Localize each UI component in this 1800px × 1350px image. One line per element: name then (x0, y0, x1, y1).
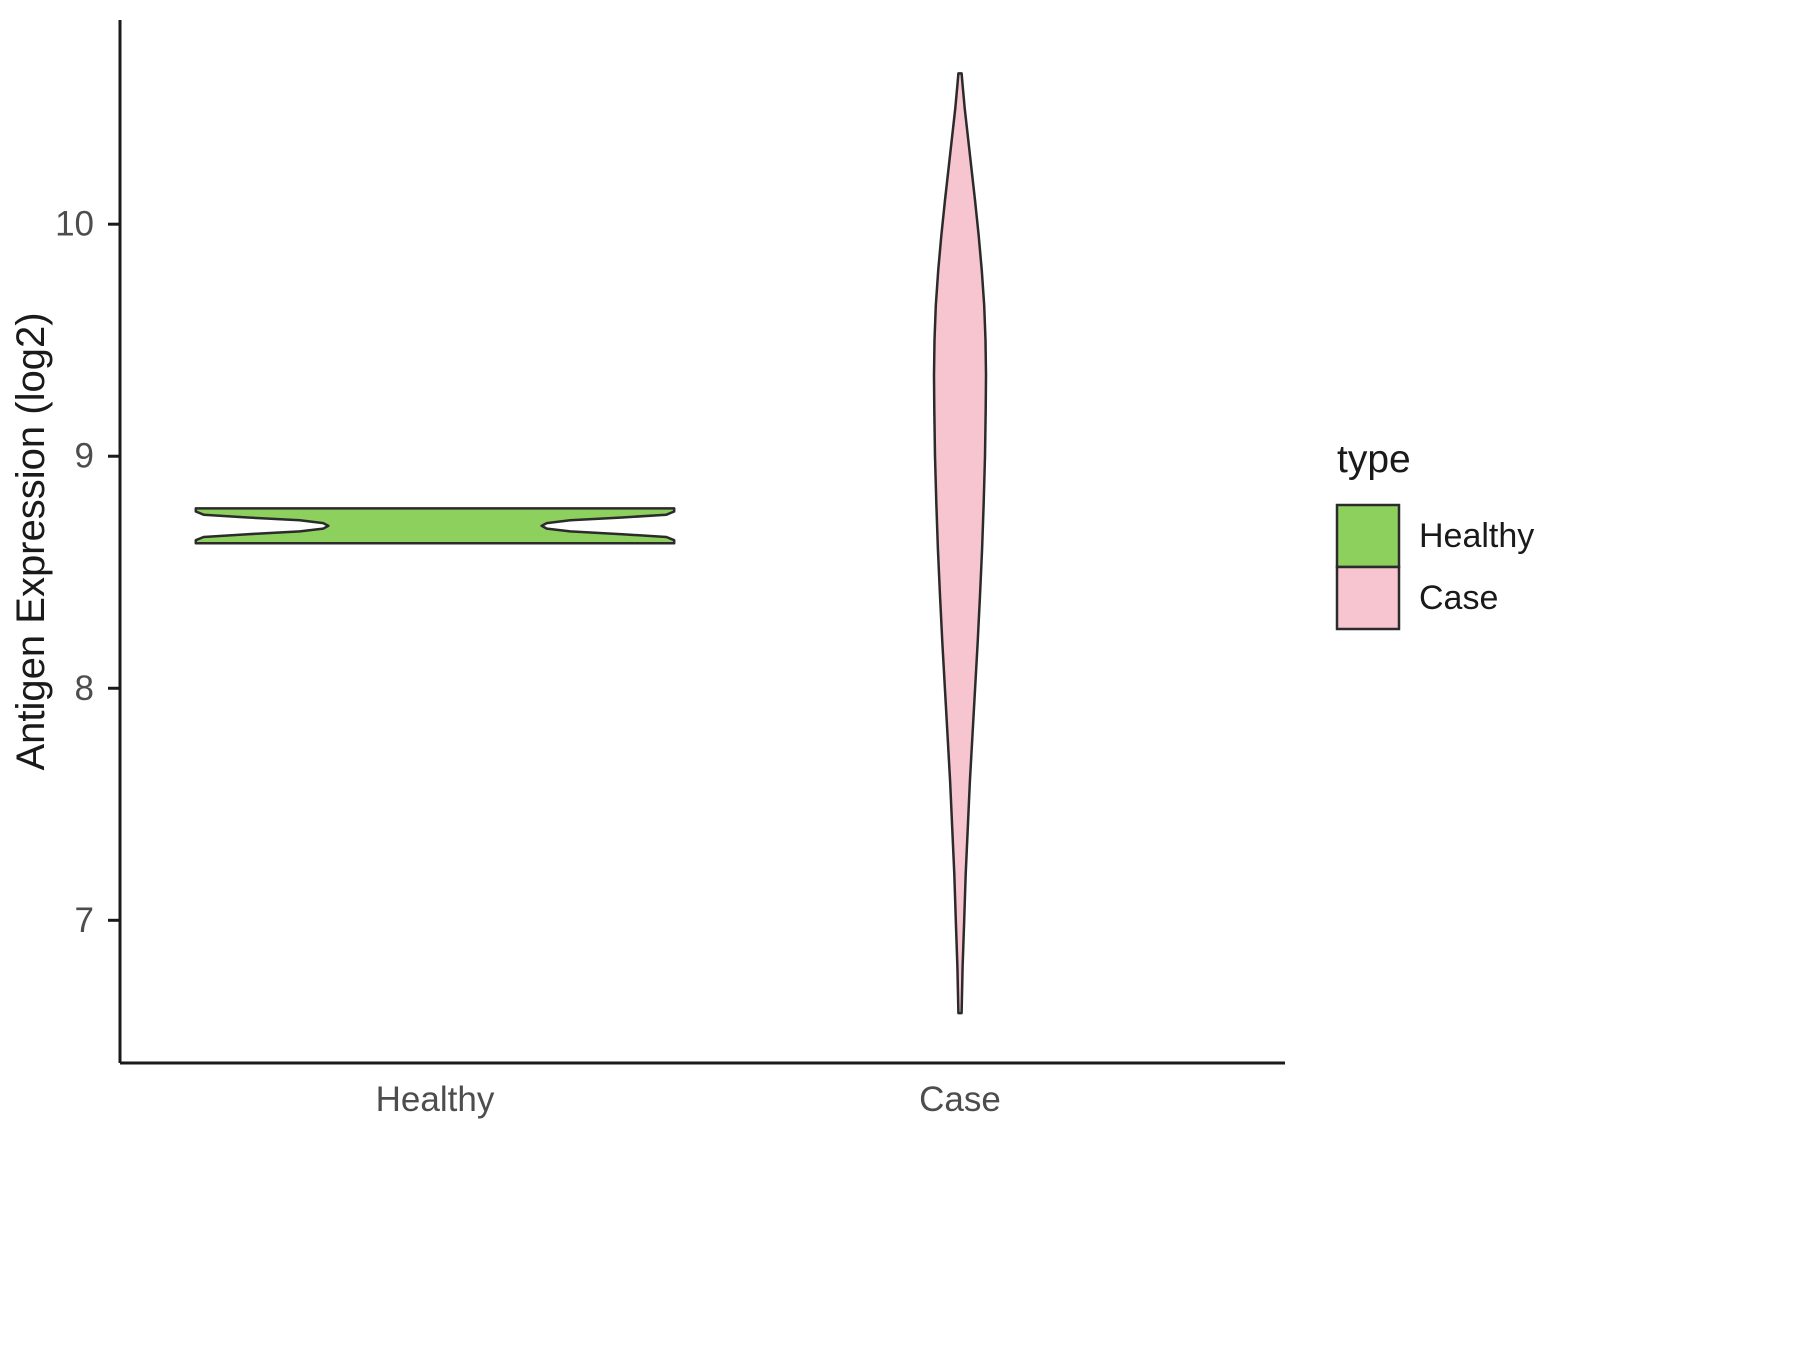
violin-case (932, 72, 988, 1015)
legend-label-case: Case (1419, 579, 1498, 617)
y-tick-label: 10 (55, 205, 94, 244)
y-tick-label: 7 (75, 901, 94, 940)
y-axis-title: Antigen Expression (log2) (9, 312, 53, 770)
violin-healthy (194, 507, 676, 545)
legend-title: type (1337, 438, 1411, 481)
legend-label-healthy: Healthy (1419, 517, 1534, 555)
legend-key-healthy (1335, 503, 1401, 569)
x-category-label: Healthy (376, 1080, 495, 1119)
x-category-label: Case (919, 1080, 1001, 1119)
y-tick-label: 9 (75, 437, 94, 476)
legend-key-case (1335, 565, 1401, 631)
y-tick-label: 8 (75, 669, 94, 708)
